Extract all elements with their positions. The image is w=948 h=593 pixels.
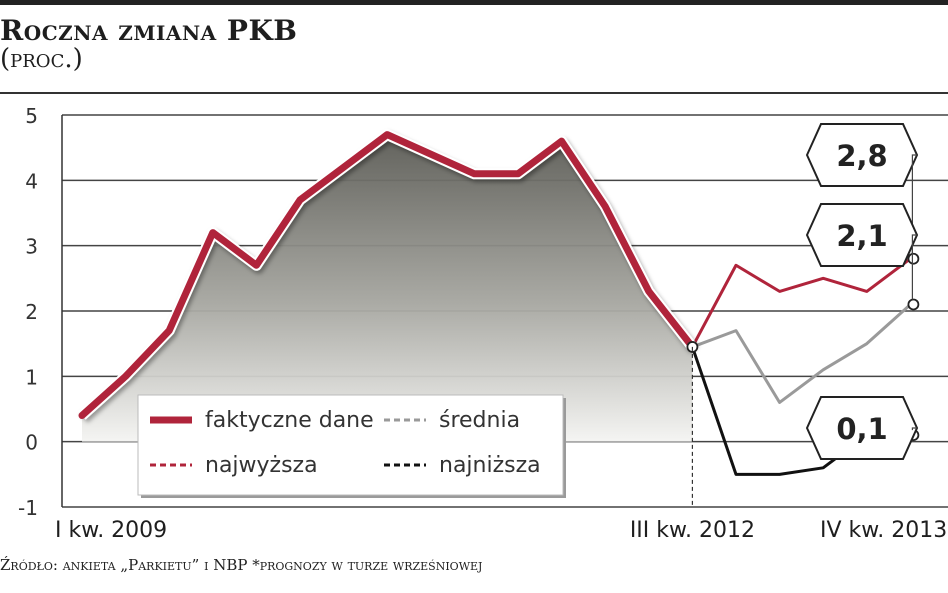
y-tick-label: 1 (25, 365, 38, 389)
source-note: Źródło: ankieta „Parkietu” i NBP *progno… (0, 556, 483, 574)
axis-layer: 5 4 3 2 1 0 -1 I kw. 2009 III kw. 2012 IV kw. 201… (18, 104, 947, 543)
legend: faktyczne dane średnia najwyższa najniższa (137, 394, 566, 498)
callouts: 2,8 2,1 0,1 (805, 123, 920, 460)
legend-label: faktyczne dane (205, 408, 374, 433)
legend-label: najwyższa (205, 453, 318, 478)
forecast-end-point (907, 298, 920, 311)
callout-leader (911, 234, 917, 300)
series-line-srednia (691, 303, 912, 404)
series-line-faktyczne-dane (78, 131, 696, 420)
x-tick-label: III kw. 2012 (630, 518, 755, 543)
series-line-najwyzsza (691, 257, 912, 348)
y-tick-label: 4 (25, 169, 38, 193)
y-tick-label: 2 (25, 300, 38, 324)
callout-value: 0,1 (836, 412, 887, 446)
y-tick-label: 5 (25, 104, 38, 128)
legend-label: średnia (439, 408, 520, 433)
y-tick-label: 3 (25, 235, 38, 259)
chart-subtitle: (proc.) (0, 44, 83, 74)
header-divider (0, 92, 948, 94)
forecast-end-point (907, 252, 920, 265)
callout-leader (911, 154, 917, 254)
series-layer (78, 129, 912, 476)
y-tick-label: -1 (18, 496, 38, 520)
actual-area-fill (82, 134, 693, 442)
legend-label: najniższa (439, 453, 541, 478)
callout-value: 2,8 (836, 139, 887, 173)
callout-leader (911, 427, 917, 431)
y-tick-label: 0 (25, 431, 38, 455)
callout-value: 2,1 (836, 219, 887, 253)
top-rule (0, 0, 948, 5)
x-tick-label: IV kw. 2013 (820, 518, 947, 543)
legend-box (137, 394, 564, 496)
chart-title: Roczna zmiana PKB (0, 14, 298, 47)
area-layer (82, 134, 693, 442)
x-tick-label: I kw. 2009 (55, 518, 167, 543)
